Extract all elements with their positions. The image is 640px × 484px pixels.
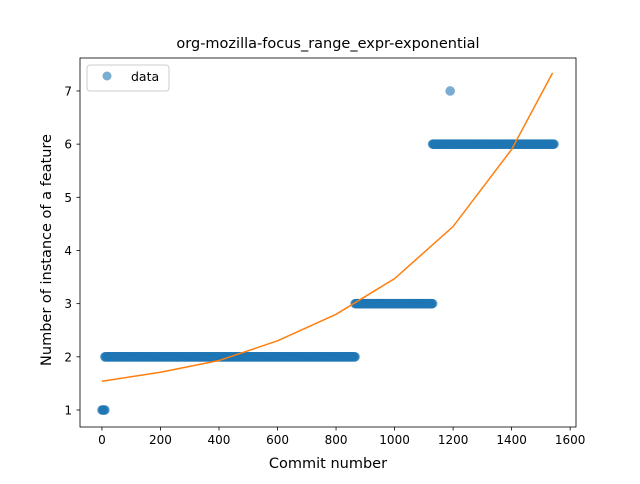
y-tick-label: 7 <box>64 84 72 98</box>
y-axis-label: Number of instance of a feature <box>39 134 55 366</box>
data-point <box>427 298 438 309</box>
data-point <box>100 405 110 415</box>
data-point <box>350 352 360 362</box>
axes-frame <box>79 57 577 428</box>
x-tick-label: 400 <box>208 433 231 447</box>
y-tick-label: 1 <box>64 403 72 417</box>
legend-data-label: data <box>131 69 159 84</box>
x-tick-label: 600 <box>266 433 289 447</box>
x-tick-label: 1600 <box>555 433 586 447</box>
x-tick-label: 200 <box>149 433 172 447</box>
y-tick-label: 3 <box>64 297 72 311</box>
data-point <box>445 86 455 96</box>
legend-frame <box>86 64 170 92</box>
legend: data <box>86 64 170 92</box>
x-tick-label: 1200 <box>438 433 469 447</box>
y-tick-label: 4 <box>64 244 72 258</box>
chart-title: org-mozilla-focus_range_expr-exponential <box>176 36 479 52</box>
x-tick-label: 1000 <box>379 433 410 447</box>
x-tick-label: 1400 <box>496 433 527 447</box>
x-tick-label: 800 <box>325 433 348 447</box>
y-tick-label: 2 <box>64 350 72 364</box>
data-point <box>549 139 559 149</box>
y-tick-label: 6 <box>64 138 72 152</box>
x-tick-label: 0 <box>98 433 106 447</box>
x-axis-label: Commit number <box>269 456 387 472</box>
legend-data-marker <box>102 71 112 81</box>
y-tick-label: 5 <box>64 191 72 205</box>
plot-area <box>97 72 559 415</box>
fit-line <box>101 72 554 383</box>
axes: 0 200 400 600 800 1000 1200 1400 1600 1 2 3 4 5 6 7 <box>64 57 586 447</box>
